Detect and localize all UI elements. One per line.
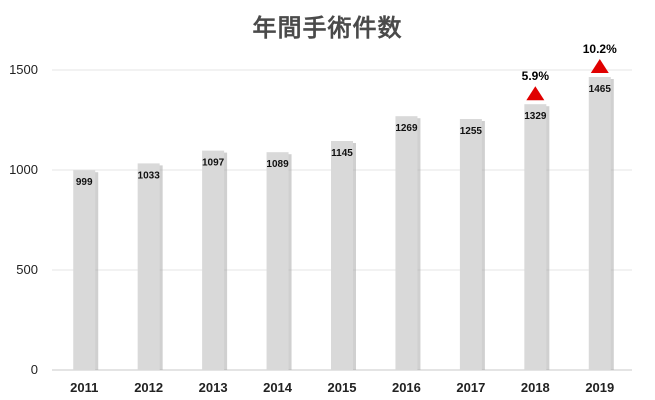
x-tick-label: 2015 [328,380,357,395]
bar-value-label: 1033 [138,170,161,181]
x-tick-label: 2011 [70,380,98,395]
x-tick-label: 2017 [456,380,485,395]
bar-value-label: 1329 [524,111,547,122]
x-tick-label: 2013 [199,380,228,395]
y-tick-label: 1500 [9,62,38,77]
bar [524,104,547,370]
bar-value-label: 1269 [395,123,418,134]
bar [266,152,289,370]
bars: 999 1033 1097 1089 1145 1269 1255 1329 1465 [73,77,614,370]
x-tick-label: 2012 [134,380,163,395]
y-axis-ticks: 0 500 1000 1500 [9,62,38,377]
bar [331,141,353,370]
bar-value-label: 1465 [589,84,612,95]
up-triangle-icon [526,86,545,101]
bar [459,119,482,370]
bar [395,116,418,370]
y-tick-label: 500 [16,262,38,277]
growth-annotation: 5.9% [522,69,550,83]
x-tick-label: 2014 [263,380,293,395]
bar-value-label: 1145 [331,148,353,159]
growth-annotation: 10.2% [583,42,617,56]
x-axis-ticks: 2011 2012 2013 2014 2015 2016 2017 2018 2019 [70,380,614,395]
bar [73,170,96,370]
x-tick-label: 2019 [585,380,614,395]
bar [137,163,160,370]
y-tick-label: 1000 [9,162,38,177]
bar-value-label: 1255 [460,126,483,137]
chart-title: 年間手術件数 [252,14,403,42]
annotations: 5.9% 10.2% [522,42,617,101]
bar [202,150,225,370]
y-tick-label: 0 [31,362,38,377]
bar [588,77,611,370]
up-triangle-icon [590,59,609,73]
bar-value-label: 1097 [202,158,225,169]
bar-value-label: 999 [76,177,93,188]
bar-value-label: 1089 [266,159,289,170]
x-tick-label: 2016 [392,380,421,395]
x-tick-label: 2018 [521,380,550,395]
